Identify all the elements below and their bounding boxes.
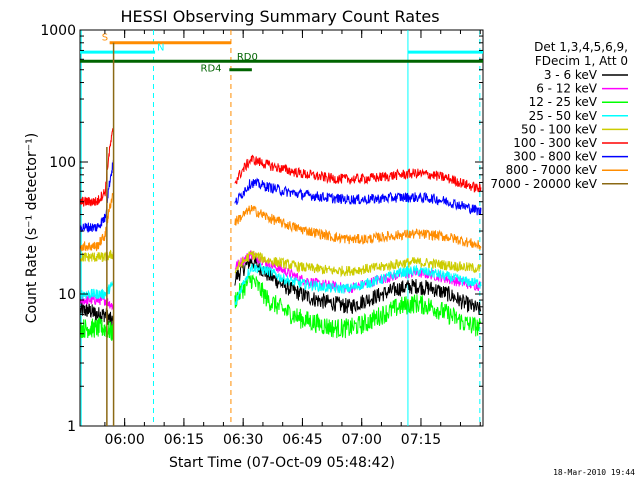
x-tick-label: 06:15 [164, 432, 204, 448]
y-tick-label: 1 [67, 419, 76, 435]
x-tick-label: 06:45 [282, 432, 322, 448]
legend-label-2: 12 - 25 keV [529, 95, 598, 109]
axes: 1 10 100 1000 06:00 06:15 06:30 06:45 07:00 07:15 [40, 23, 483, 448]
legend-label-7: 800 - 7000 keV [506, 163, 598, 177]
x-tick-label: 06:00 [104, 432, 144, 448]
legend: Det 1,3,4,5,6,9, FDecim 1, Att 0 3 - 6 k… [490, 40, 628, 191]
y-tick-label: 100 [49, 155, 76, 171]
y-axis-label: Count Rate (s⁻¹ detector⁻¹) [24, 133, 40, 323]
annotation-n: N [157, 42, 164, 53]
y-tick-label: 1000 [40, 23, 76, 39]
annotation-s: S [102, 33, 108, 44]
series-line-3-a [80, 281, 114, 300]
plot-marks: S N RD0 RD4 [80, 30, 483, 426]
legend-header-2: FDecim 1, Att 0 [535, 54, 628, 68]
series-line-4-b [234, 249, 482, 278]
legend-label-3: 25 - 50 keV [529, 109, 598, 123]
footer-date: 18-Mar-2010 19:44 [553, 468, 635, 477]
series-line-7-b [234, 204, 482, 250]
series-line-0-a [80, 302, 114, 330]
series-line-5-b [234, 154, 482, 193]
plot-area [79, 29, 484, 427]
series-line-2-a [80, 316, 114, 341]
series-line-6-b [234, 177, 482, 216]
legend-label-4: 50 - 100 keV [521, 122, 598, 136]
series-line-4-a [80, 249, 114, 263]
y-tick-label: 10 [58, 287, 76, 303]
legend-label-6: 300 - 800 keV [513, 150, 597, 164]
x-axis-label: Start Time (07-Oct-09 05:48:42) [169, 455, 395, 471]
legend-label-1: 6 - 12 keV [536, 82, 598, 96]
x-tick-label: 06:30 [223, 432, 263, 448]
series-line-5-a [80, 127, 114, 207]
series-line-6-a [80, 159, 114, 233]
series-line-2-b [234, 273, 482, 339]
x-tick-label: 07:15 [401, 432, 441, 448]
chart-title: HESSI Observing Summary Count Rates [120, 7, 439, 26]
annotation-rd4: RD4 [201, 63, 222, 74]
series-line-1-a [80, 295, 114, 311]
x-tick-label: 07:00 [342, 432, 382, 448]
series-line-3-b [234, 262, 482, 305]
legend-label-0: 3 - 6 keV [544, 68, 598, 82]
series-line-0-b [234, 255, 482, 316]
legend-label-8: 7000 - 20000 keV [490, 177, 597, 191]
legend-header-1: Det 1,3,4,5,6,9, [534, 40, 628, 54]
series-line-7-a [80, 193, 114, 252]
legend-label-5: 100 - 300 keV [513, 136, 597, 150]
annotation-rd0: RD0 [237, 52, 258, 63]
